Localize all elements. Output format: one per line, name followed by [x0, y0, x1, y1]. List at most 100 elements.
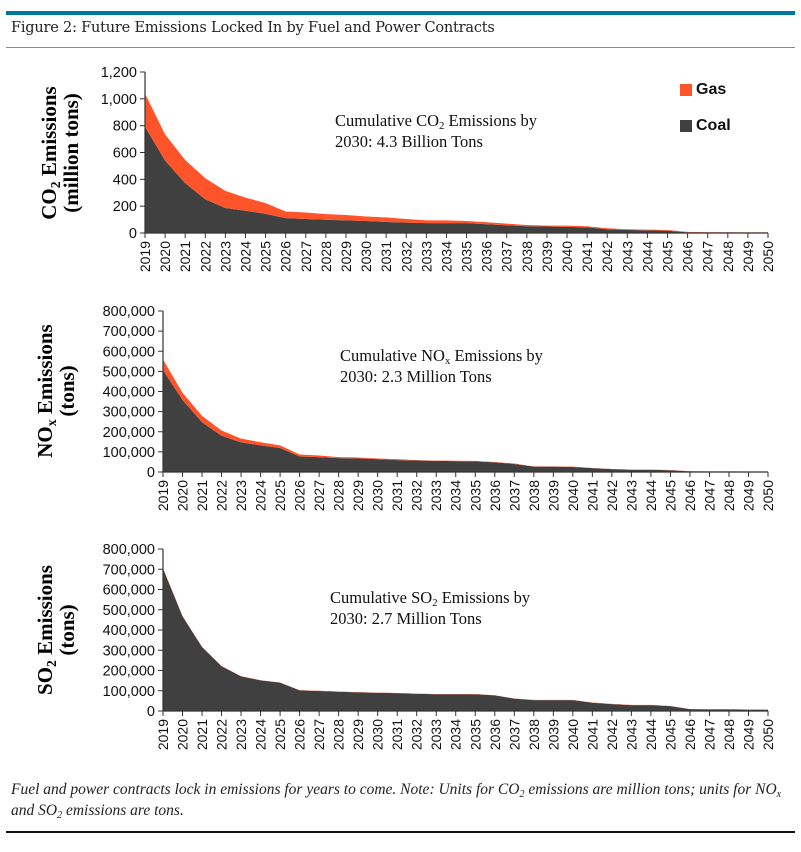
co2-y-tick-label: 200: [113, 199, 137, 215]
so2-x-tick-label: 2023: [233, 719, 249, 750]
co2-x-tick-label: 2048: [720, 241, 736, 272]
nox-annotation: Cumulative NOx Emissions by 2030: 2.3 Mi…: [340, 346, 543, 386]
co2-x-tick-label: 2028: [318, 241, 334, 272]
co2-x-tick-label: 2041: [579, 241, 595, 272]
so2-x-tick-label: 2022: [214, 719, 230, 750]
co2-x-tick-label: 2034: [438, 241, 454, 272]
nox-x-tick-label: 2039: [545, 480, 561, 511]
co2-x-tick-label: 2027: [298, 241, 314, 272]
co2-x-tick-label: 2049: [740, 241, 756, 272]
nox-x-tick-label: 2031: [389, 480, 405, 511]
so2-x-tick-label: 2045: [662, 719, 678, 750]
co2-x-tick-label: 2038: [519, 241, 535, 272]
accent-bar: [6, 11, 795, 15]
so2-x-tick-label: 2036: [487, 719, 503, 750]
co2-x-tick-label: 2030: [358, 241, 374, 272]
so2-y-tick-label: 700,000: [103, 562, 155, 578]
co2-x-tick-label: 2042: [599, 241, 615, 272]
co2-x-tick-label: 2033: [418, 241, 434, 272]
so2-x-tick-label: 2039: [545, 719, 561, 750]
co2-x-tick-label: 2045: [660, 241, 676, 272]
co2-y-tick-label: 800: [113, 119, 137, 135]
co2-x-tick-label: 2037: [499, 241, 515, 272]
title-divider: [6, 47, 795, 48]
nox-x-tick-label: 2049: [740, 480, 756, 511]
so2-x-tick-label: 2027: [311, 719, 327, 750]
co2-y-tick-label: 1,000: [101, 92, 137, 108]
nox-x-tick-label: 2040: [565, 480, 581, 511]
co2-x-tick-label: 2029: [338, 241, 354, 272]
so2-area-coal: [163, 568, 768, 711]
so2-x-tick-label: 2043: [623, 719, 639, 750]
co2-x-tick-label: 2019: [137, 241, 153, 272]
nox-x-tick-label: 2034: [448, 480, 464, 511]
so2-x-tick-label: 2034: [448, 719, 464, 750]
co2-x-tick-label: 2044: [639, 241, 655, 272]
so2-x-tick-label: 2029: [350, 719, 366, 750]
nox-x-tick-label: 2045: [662, 480, 678, 511]
nox-x-tick-label: 2038: [526, 480, 542, 511]
so2-x-tick-label: 2046: [682, 719, 698, 750]
nox-x-tick-label: 2046: [682, 480, 698, 511]
nox-x-tick-label: 2033: [428, 480, 444, 511]
legend-item-coal: Coal: [680, 108, 731, 144]
nox-y-tick-label: 700,000: [103, 324, 155, 340]
so2-x-tick-label: 2033: [428, 719, 444, 750]
nox-x-tick-label: 2024: [253, 480, 269, 511]
so2-x-tick-label: 2032: [409, 719, 425, 750]
co2-x-tick-label: 2023: [217, 241, 233, 272]
so2-x-tick-label: 2024: [253, 719, 269, 750]
nox-y-tick-label: 300,000: [103, 405, 155, 421]
nox-x-tick-label: 2030: [370, 480, 386, 511]
so2-annotation: Cumulative SO2 Emissions by 2030: 2.7 Mi…: [330, 588, 531, 628]
nox-area-coal: [163, 370, 768, 472]
so2-x-tick-label: 2047: [701, 719, 717, 750]
so2-x-tick-label: 2026: [292, 719, 308, 750]
co2-x-tick-label: 2026: [278, 241, 294, 272]
so2-x-tick-label: 2038: [526, 719, 542, 750]
nox-x-tick-label: 2020: [175, 480, 191, 511]
so2-y-tick-label: 400,000: [103, 623, 155, 639]
caption-divider: [6, 831, 795, 833]
so2-y-tick-label: 800,000: [103, 542, 155, 558]
nox-x-tick-label: 2042: [604, 480, 620, 511]
co2-y-tick-label: 600: [113, 146, 137, 162]
nox-y-tick-label: 800,000: [103, 304, 155, 320]
so2-x-tick-label: 2037: [506, 719, 522, 750]
nox-x-tick-label: 2043: [623, 480, 639, 511]
so2-y-tick-label: 500,000: [103, 603, 155, 619]
co2-y-tick-label: 400: [113, 172, 137, 188]
so2-y-tick-label: 100,000: [103, 684, 155, 700]
co2-x-tick-label: 2020: [157, 241, 173, 272]
nox-x-tick-label: 2048: [721, 480, 737, 511]
so2-x-tick-label: 2021: [194, 719, 210, 750]
coal-swatch: [680, 120, 692, 132]
nox-y-tick-label: 400,000: [103, 385, 155, 401]
co2-x-tick-label: 2035: [459, 241, 475, 272]
so2-x-tick-label: 2042: [604, 719, 620, 750]
nox-y-axis-title: NOx Emissions (tons): [33, 324, 79, 458]
so2-x-tick-label: 2041: [584, 719, 600, 750]
nox-x-tick-label: 2032: [409, 480, 425, 511]
co2-annotation: Cumulative CO2 Emissions by 2030: 4.3 Bi…: [335, 111, 538, 151]
so2-x-tick-label: 2030: [370, 719, 386, 750]
co2-y-tick-label: 1,200: [101, 65, 137, 81]
so2-x-tick-label: 2020: [175, 719, 191, 750]
co2-x-tick-label: 2043: [619, 241, 635, 272]
nox-x-tick-label: 2036: [487, 480, 503, 511]
nox-x-tick-label: 2025: [272, 480, 288, 511]
so2-x-tick-label: 2035: [467, 719, 483, 750]
co2-x-tick-label: 2032: [398, 241, 414, 272]
nox-y-tick-label: 600,000: [103, 344, 155, 360]
so2-y-tick-label: 0: [147, 704, 155, 720]
so2-x-tick-label: 2031: [389, 719, 405, 750]
nox-x-tick-label: 2044: [643, 480, 659, 511]
co2-x-tick-label: 2022: [197, 241, 213, 272]
nox-x-tick-label: 2050: [760, 480, 776, 511]
so2-x-tick-label: 2050: [760, 719, 776, 750]
legend: Gas Coal: [680, 72, 731, 144]
co2-x-tick-label: 2025: [258, 241, 274, 272]
so2-y-axis-title: SO2 Emissions (tons): [33, 565, 79, 695]
so2-x-tick-label: 2040: [565, 719, 581, 750]
